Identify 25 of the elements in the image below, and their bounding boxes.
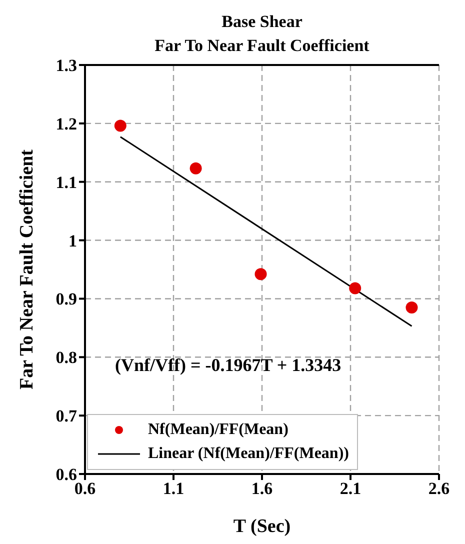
chart-title: Base Shear	[220, 11, 304, 33]
y-tick-label: 1.3	[56, 56, 77, 76]
y-axis-title: Far To Near Fault Coefficient	[16, 148, 38, 390]
y-tick-label: 1.1	[56, 172, 77, 192]
point	[406, 301, 418, 314]
y-tick-label: 1	[68, 231, 77, 250]
x-tick-label: 2.1	[340, 479, 362, 498]
annotation: (Vnf/Vff) = -0.1967T + 1.3343	[115, 355, 342, 376]
legend-label: Linear (Nf(Mean)/FF(Mean))	[148, 444, 349, 464]
legend-label: Nf(Mean)/FF(Mean)	[148, 420, 288, 440]
point	[349, 282, 362, 294]
x-axis-title: T (Sec)	[233, 516, 291, 537]
point	[190, 162, 202, 174]
chart-subtitle: Far To Near Fault Coefficient	[154, 35, 370, 57]
y-tick-label: 0.8	[56, 348, 77, 368]
x-tick-label: 2.6	[428, 479, 450, 498]
y-tick-label: 0.6	[56, 465, 77, 484]
x-tick-label: 1.6	[251, 479, 273, 498]
point	[114, 120, 126, 132]
x-tick-label: 0.6	[74, 479, 96, 498]
y-tick-label: 1.2	[56, 114, 77, 134]
y-tick-label: 0.7	[56, 406, 78, 426]
y-tick-label: 0.9	[56, 290, 77, 309]
x-tick-label: 1.1	[162, 479, 184, 498]
point	[254, 268, 267, 280]
